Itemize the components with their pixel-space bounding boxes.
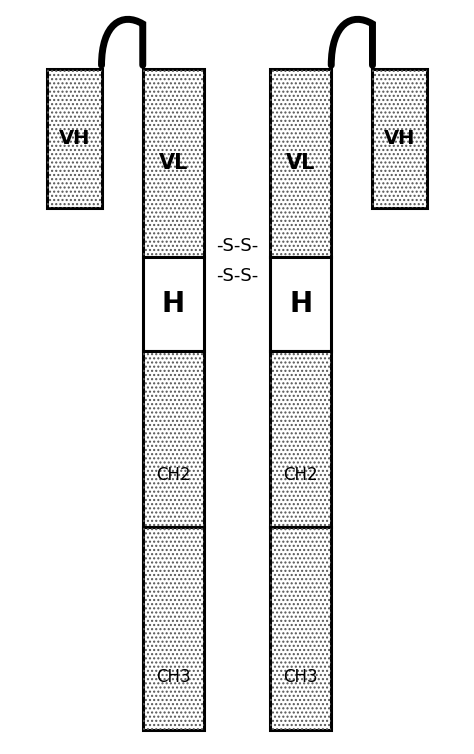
Text: CH2: CH2	[156, 466, 191, 483]
Bar	[373, 69, 427, 208]
Text: CH3: CH3	[156, 669, 191, 686]
Bar	[143, 69, 204, 257]
Text: CH2: CH2	[283, 466, 318, 483]
Bar	[270, 69, 331, 257]
Bar	[47, 69, 101, 208]
Bar	[270, 257, 331, 351]
Bar	[143, 69, 204, 257]
Text: H: H	[289, 290, 312, 317]
Text: VL: VL	[159, 153, 188, 173]
Text: VH: VH	[384, 129, 415, 148]
Bar	[373, 69, 427, 208]
Bar	[270, 527, 331, 730]
Text: VL: VL	[286, 153, 315, 173]
Text: -S-S-: -S-S-	[216, 237, 258, 255]
Bar	[143, 351, 204, 527]
Bar	[270, 527, 331, 730]
Bar	[270, 351, 331, 527]
Text: -S-S-: -S-S-	[216, 267, 258, 284]
Bar	[270, 69, 331, 257]
Bar	[47, 69, 101, 208]
Bar	[270, 351, 331, 527]
Text: VH: VH	[59, 129, 90, 148]
Bar	[143, 527, 204, 730]
Text: CH3: CH3	[283, 669, 318, 686]
Bar	[143, 257, 204, 351]
Bar	[143, 351, 204, 527]
Text: H: H	[162, 290, 185, 317]
Bar	[143, 527, 204, 730]
